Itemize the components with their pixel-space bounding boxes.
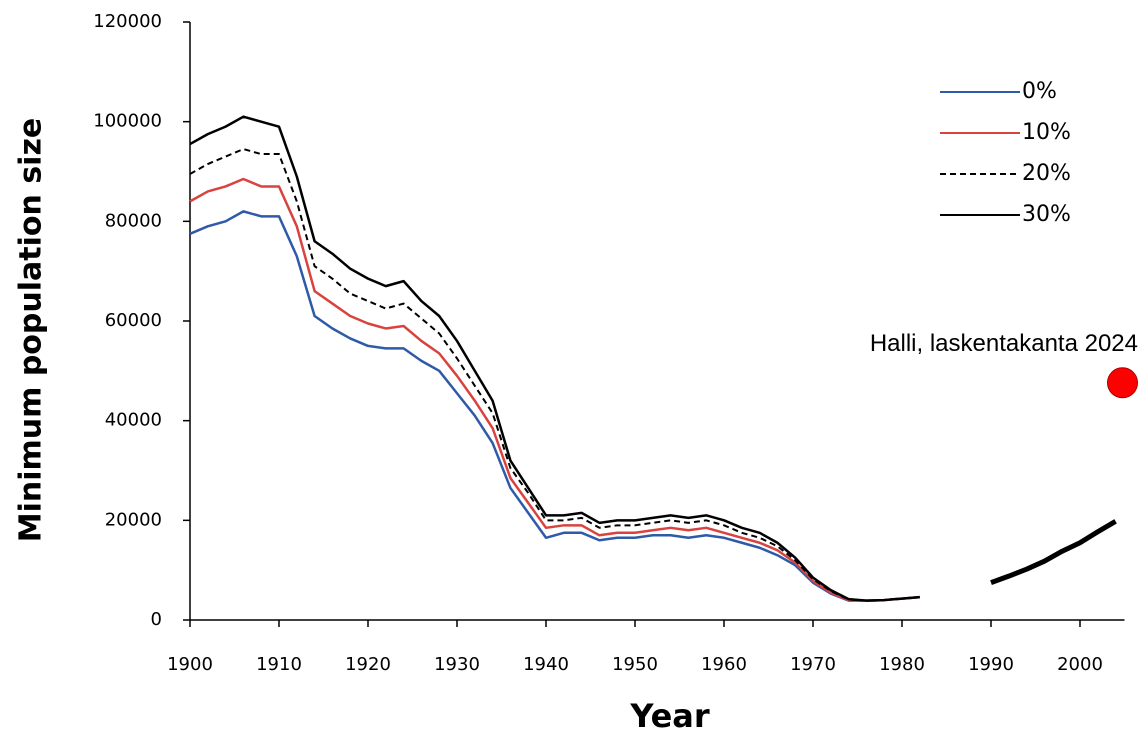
y-tick-label: 100000 [93,111,162,132]
x-tick-label: 1960 [701,654,747,675]
x-tick-label: 1920 [345,654,391,675]
y-tick-label: 80000 [105,210,162,231]
legend-label: 30% [1022,202,1071,227]
y-axis-title: Minimum population size [14,118,49,543]
legend-label: 20% [1022,161,1071,186]
series-line [189,177,920,602]
x-tick-label: 1990 [968,654,1014,675]
series-line [189,115,920,602]
series-line [189,210,920,602]
x-tick-label: 1910 [256,654,302,675]
legend-label: 0% [1022,79,1057,104]
x-tick-label: 1940 [523,654,569,675]
y-tick-label: 120000 [93,11,162,32]
x-tick-label: 1900 [167,654,213,675]
y-tick-label: 20000 [105,509,162,530]
x-axis-title: Year [629,697,710,735]
x-tick-label: 2000 [1057,654,1103,675]
y-tick-label: 0 [151,609,162,630]
annotation: Halli, laskentakanta 2024 [870,330,1138,357]
legend-label: 10% [1022,120,1071,145]
x-tick-label: 1930 [434,654,480,675]
y-tick-label: 60000 [105,310,162,331]
y-tick-label: 40000 [105,410,162,431]
series-line [189,148,920,602]
x-tick-label: 1970 [790,654,836,675]
point [1107,367,1138,399]
x-tick-label: 1980 [879,654,925,675]
series-line [990,519,1117,585]
x-tick-label: 1950 [612,654,658,675]
